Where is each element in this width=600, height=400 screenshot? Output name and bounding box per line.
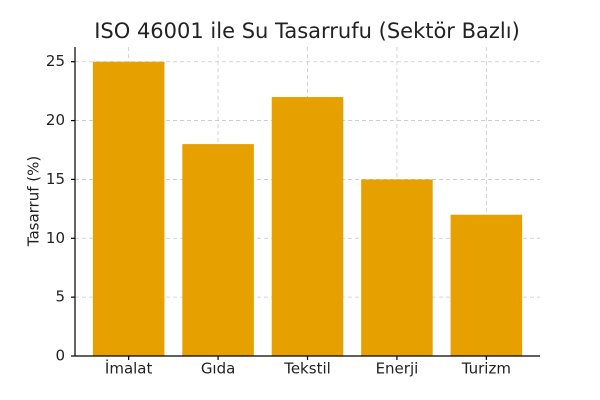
bar <box>361 179 433 356</box>
x-tick-label: İmalat <box>105 359 153 378</box>
bar <box>450 214 523 356</box>
x-tick-label: Turizm <box>461 360 511 378</box>
y-axis-label: Tasarruf (%) <box>25 156 43 247</box>
bar <box>271 97 344 357</box>
y-tick-label: 20 <box>46 111 65 129</box>
x-tick-label: Tekstil <box>283 360 331 378</box>
bar <box>182 144 254 356</box>
x-tick-label: Enerji <box>376 360 419 378</box>
y-tick-label: 25 <box>46 52 65 70</box>
y-tick-label: 10 <box>46 229 65 247</box>
chart-title: ISO 46001 ile Su Tasarrufu (Sektör Bazlı… <box>94 19 520 43</box>
bar <box>92 61 165 356</box>
y-tick-label: 0 <box>55 347 65 365</box>
y-tick-label: 15 <box>46 170 65 188</box>
y-tick-label: 5 <box>55 288 65 306</box>
x-tick-label: Gıda <box>201 360 236 378</box>
